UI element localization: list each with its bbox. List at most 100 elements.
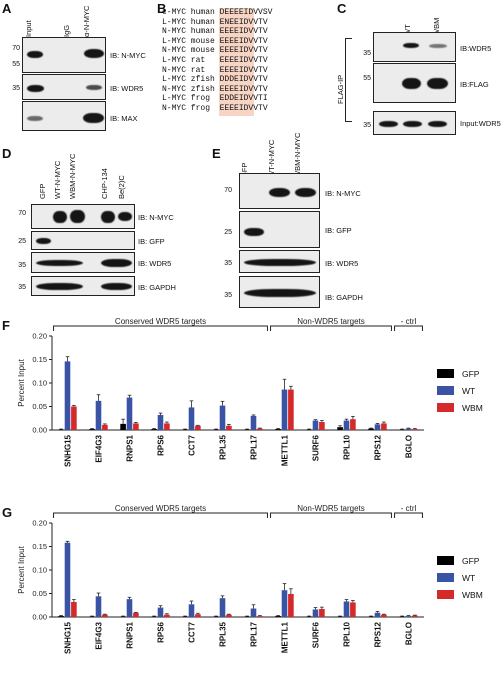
panel-label-f: F (2, 318, 10, 333)
species-label: N-MYC zfish (162, 84, 220, 94)
bar (133, 612, 139, 617)
group-label: Conserved WDR5 targets (115, 505, 206, 513)
bar (120, 423, 126, 430)
bar (133, 423, 139, 430)
category-label: SNHG15 (64, 621, 73, 654)
blot-c-wdr5 (373, 32, 456, 62)
bar (337, 616, 343, 618)
y-axis-label: Percent Input (17, 545, 26, 593)
legend-label: WBM (462, 403, 483, 413)
y-axis-label: Percent Input (17, 358, 26, 406)
conserved-motif-highlight (219, 8, 254, 116)
blot-label: IB: WDR5 (110, 84, 144, 93)
bar (226, 425, 232, 430)
panel-label-g: G (2, 505, 13, 520)
legend-label: WBM (462, 590, 483, 600)
group-label: - ctrl (401, 505, 417, 513)
sequence-row: N-MYC mouse EEEEIDVVTV (162, 46, 268, 56)
bar (381, 614, 387, 617)
category-label: RNPS1 (126, 621, 135, 648)
mw-marker: 25 (224, 229, 232, 236)
bar (102, 424, 108, 430)
sequence-text: EEEEIDVVTV (219, 36, 268, 46)
mw-marker: 35 (18, 284, 26, 291)
sequence-row: c-MYC human DEEEEIDVVSV (162, 8, 272, 18)
group-label: - ctrl (401, 318, 417, 326)
y-tick-label: 0.05 (32, 589, 47, 598)
blot-d-wdr5 (31, 252, 135, 273)
group-bracket (270, 325, 392, 331)
species-label: L-MYC zfish (162, 75, 220, 85)
sequence-text: DDDEIDVVTV (219, 75, 268, 85)
bar (312, 420, 319, 430)
blot-label: IB: WDR5 (138, 259, 172, 268)
mw-marker: 70 (18, 210, 26, 217)
category-label: METTL1 (281, 434, 290, 466)
bar (95, 596, 102, 617)
sequence-row: N-MYC zfish EEEEIDVVTV (162, 85, 268, 95)
category-label: RPL10 (343, 434, 352, 459)
bar (288, 389, 294, 430)
bar (213, 429, 219, 431)
sequence-row: L-MYC mouse EEEEIDVVTV (162, 37, 268, 47)
bar (64, 542, 71, 617)
y-tick-label: 0.05 (32, 402, 47, 411)
bar (368, 428, 374, 430)
bar (250, 608, 257, 617)
legend-swatch (437, 590, 454, 599)
group-bracket (394, 325, 423, 331)
bar (244, 616, 250, 618)
bar (312, 609, 319, 617)
lane-label: IgG (62, 24, 71, 37)
legend-label: GFP (462, 556, 480, 566)
category-label: BGLO (405, 622, 414, 645)
bar (275, 616, 281, 617)
panel-label-c: C (337, 1, 347, 16)
bar (288, 593, 294, 617)
sequence-row: L-MYC frog EDDEIDVVTI (162, 94, 268, 104)
mw-marker: 35 (12, 85, 20, 92)
bar (151, 616, 157, 618)
bar (195, 425, 201, 430)
blot-d-gapdh (31, 276, 135, 296)
y-tick-label: 0.00 (32, 613, 47, 622)
lane-label: α-N-MYC (82, 5, 91, 37)
category-label: EIF4G3 (95, 434, 104, 462)
mw-marker: 55 (363, 75, 371, 82)
legend-swatch (437, 386, 454, 395)
bar (213, 616, 219, 618)
mw-marker: 70 (12, 45, 20, 52)
blot-label: IB: N-MYC (138, 213, 174, 222)
bar (102, 614, 108, 617)
legend-swatch (437, 369, 454, 378)
bar (343, 601, 350, 617)
blot-c-flag (373, 63, 456, 103)
sequence-row: N-MYC frog EEEEIDVVTV (162, 104, 268, 114)
bar (337, 427, 343, 430)
blot-label: IB: N-MYC (325, 189, 361, 198)
bar (157, 414, 164, 430)
bar (244, 429, 250, 431)
blot-a-max (22, 101, 106, 131)
flag-ip-label: FLAG-IP (336, 74, 345, 104)
bar (89, 429, 95, 430)
lane-label: WBM-N-MYC (68, 153, 77, 199)
group-bracket (53, 325, 268, 331)
bar (412, 615, 418, 617)
sequence-text: EEEEIDVVTV (219, 56, 268, 65)
bar (405, 428, 412, 430)
bar (281, 389, 288, 430)
group-label: Non-WDR5 targets (297, 505, 365, 513)
mw-marker: 55 (12, 61, 20, 68)
category-label: CCT7 (188, 621, 197, 642)
bar (405, 616, 412, 617)
mw-marker: 35 (224, 292, 232, 299)
sequence-row: N-MYC human EEEEIDVVTV (162, 27, 268, 37)
legend-swatch (437, 573, 454, 582)
category-label: BGLO (405, 435, 414, 458)
lane-label: WBM-N-MYC (293, 132, 302, 178)
species-label: c-MYC human (162, 8, 220, 17)
bar (226, 614, 232, 617)
species-label: L-MYC mouse (162, 36, 220, 46)
category-label: RPL35 (219, 434, 228, 459)
